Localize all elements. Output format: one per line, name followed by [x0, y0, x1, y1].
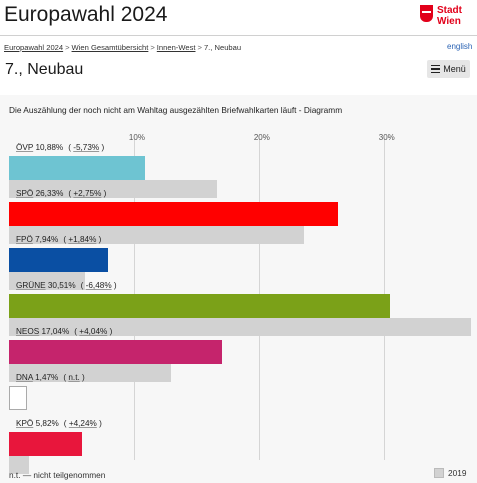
party-label-spö[interactable]: SPÖ 26,33% ( +2,75% ) [16, 189, 106, 198]
x-axis-tick-label: 20% [253, 133, 270, 142]
menu-button[interactable]: Menü [427, 60, 470, 78]
party-name: KPÖ [16, 419, 34, 428]
change-value: ( -5,73% ) [68, 143, 105, 152]
bar-2019-neos[interactable] [9, 364, 172, 382]
vote-share-value: 5,82% [35, 419, 59, 428]
change-value-text: n.t. [68, 373, 80, 382]
change-value-text: +4,04% [79, 327, 108, 336]
vote-share-value: 30,51% [47, 281, 76, 290]
change-value: ( +4,04% ) [74, 327, 113, 336]
party-label-kpö[interactable]: KPÖ 5,82% ( +4,24% ) [16, 419, 102, 428]
party-name: GRÜNE [16, 281, 46, 290]
legend-label-2019: 2019 [448, 468, 467, 478]
logo-text-line1: Stadt [437, 5, 462, 16]
bar-2019-övp[interactable] [9, 180, 217, 198]
footnote-not-participated: n.t. — nicht teilgenommen [9, 470, 106, 480]
breadcrumb-item-wien[interactable]: Wien Gesamtübersicht [71, 43, 149, 52]
party-name: DNA [16, 373, 33, 382]
party-name: NEOS [16, 327, 40, 336]
language-link-english[interactable]: english [447, 42, 473, 51]
vote-share-value: 26,33% [35, 189, 64, 198]
vote-share-value: 17,04% [41, 327, 70, 336]
change-value-text: -5,73% [73, 143, 100, 152]
bar-2019-grüne[interactable] [9, 318, 472, 336]
site-title[interactable]: Europawahl 2024 [4, 3, 168, 26]
change-value-text: +4,24% [68, 419, 97, 428]
party-label-dna[interactable]: DNA 1,47% ( n.t. ) [16, 373, 85, 382]
party-label-neos[interactable]: NEOS 17,04% ( +4,04% ) [16, 327, 112, 336]
logo-text-line2: Wien [437, 16, 461, 27]
change-value: ( +1,84% ) [63, 235, 102, 244]
party-name: FPÖ [16, 235, 33, 244]
vienna-shield-icon [420, 5, 433, 22]
menu-button-label: Menü [443, 64, 466, 74]
change-value: ( n.t. ) [63, 373, 85, 382]
hamburger-icon [431, 65, 441, 73]
change-value-text: -6,48% [85, 281, 112, 290]
party-name: ÖVP [16, 143, 34, 152]
breadcrumb: Europawahl 2024 > Wien Gesamtübersicht > Inn… [4, 43, 241, 52]
bar-2024-spö[interactable] [9, 202, 338, 226]
legend-swatch-2019 [434, 468, 444, 478]
vote-share-value: 7,94% [35, 235, 59, 244]
chart-title: Die Auszählung der noch nicht am Wahltag… [9, 105, 343, 115]
stadt-wien-logo[interactable]: Stadt Wien [420, 5, 462, 27]
bar-2024-fpö[interactable] [9, 248, 109, 272]
change-value: ( +4,24% ) [63, 419, 102, 428]
change-value-text: +1,84% [68, 235, 97, 244]
bar-2024-kpö[interactable] [9, 432, 82, 456]
vote-share-value: 10,88% [35, 143, 64, 152]
bar-2024-övp[interactable] [9, 156, 145, 180]
page-title: 7., Neubau [5, 61, 84, 78]
party-name: SPÖ [16, 189, 34, 198]
party-label-fpö[interactable]: FPÖ 7,94% ( +1,84% ) [16, 235, 101, 244]
breadcrumb-separator: > [65, 43, 70, 52]
logo-text: Stadt Wien [437, 5, 462, 27]
legend: 2019 [434, 468, 466, 478]
x-axis-tick-label: 30% [378, 133, 395, 142]
bar-2024-neos[interactable] [9, 340, 222, 364]
change-value-text: +2,75% [73, 189, 102, 198]
vote-share-value: 1,47% [35, 373, 59, 382]
x-axis-tick-label: 10% [128, 133, 145, 142]
party-label-övp[interactable]: ÖVP 10,88% ( -5,73% ) [16, 143, 104, 152]
breadcrumb-item-innen-west[interactable]: Innen-West [156, 43, 196, 52]
site-header: Europawahl 2024 Stadt Wien [0, 0, 477, 36]
change-value: ( -6,48% ) [80, 281, 117, 290]
breadcrumb-item-europawahl[interactable]: Europawahl 2024 [4, 43, 64, 52]
bar-2019-fpö[interactable] [9, 272, 86, 290]
change-value: ( +2,75% ) [68, 189, 107, 198]
breadcrumb-item-current: 7., Neubau [203, 43, 242, 52]
breadcrumb-separator: > [197, 43, 202, 52]
bar-2024-dna[interactable] [9, 386, 28, 410]
breadcrumb-separator: > [150, 43, 155, 52]
bar-2019-spö[interactable] [9, 226, 304, 244]
bar-2019-kpö[interactable] [9, 456, 29, 474]
bar-2024-grüne[interactable] [9, 294, 391, 318]
party-label-grüne[interactable]: GRÜNE 30,51% ( -6,48% ) [16, 281, 117, 290]
